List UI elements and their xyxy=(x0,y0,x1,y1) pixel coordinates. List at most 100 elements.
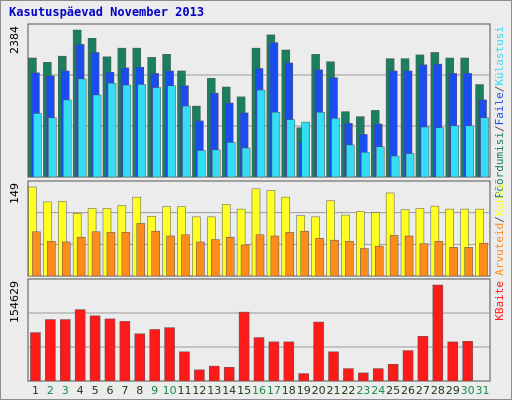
bar-bottom-KBaite-17 xyxy=(268,341,280,382)
x-tick-label-6: 6 xyxy=(106,384,113,397)
bar-middle-Arvuteid-24 xyxy=(374,245,384,277)
bar-top-Külastusi-13 xyxy=(212,149,221,178)
bar-middle-Arvuteid-30 xyxy=(464,247,473,277)
x-tick-label-7: 7 xyxy=(121,384,128,397)
side-legend-item-bottom-0: KBaite xyxy=(493,281,506,321)
x-tick-label-21: 21 xyxy=(327,384,341,397)
side-legend-top: Pöördumisi/Faile/Külastusi xyxy=(493,26,506,198)
bar-top-Külastusi-2 xyxy=(48,117,57,178)
bar-bottom-KBaite-7 xyxy=(119,321,131,382)
bar-middle-Arvuteid-1 xyxy=(32,231,41,277)
bar-bottom-KBaite-3 xyxy=(60,319,71,382)
bar-bottom-KBaite-12 xyxy=(194,369,205,382)
x-tick-label-18: 18 xyxy=(282,384,296,397)
y-max-label-top: 2384 xyxy=(8,26,21,54)
side-legend-item-top-3: / xyxy=(493,86,506,93)
x-tick-label-14: 14 xyxy=(222,384,236,397)
bar-bottom-KBaite-18 xyxy=(283,341,295,382)
side-legend-middle: Arvuteid/Kohti xyxy=(493,183,506,276)
bar-top-Külastusi-22 xyxy=(346,144,355,178)
x-tick-label-17: 17 xyxy=(267,384,281,397)
side-legend-item-top-2: Faile xyxy=(493,92,506,125)
bar-bottom-KBaite-14 xyxy=(223,367,235,382)
bar-bottom-KBaite-13 xyxy=(209,365,220,382)
side-legend-item-top-1: / xyxy=(493,125,506,132)
x-tick-label-3: 3 xyxy=(62,384,69,397)
bar-bottom-KBaite-1 xyxy=(30,332,41,382)
bar-top-Külastusi-6 xyxy=(107,83,117,178)
bar-top-Külastusi-9 xyxy=(152,87,161,178)
bar-bottom-KBaite-11 xyxy=(179,351,190,382)
x-tick-label-26: 26 xyxy=(401,384,415,397)
x-tick-label-15: 15 xyxy=(237,384,251,397)
bar-middle-Arvuteid-10 xyxy=(166,235,175,277)
bar-bottom-KBaite-27 xyxy=(417,336,429,382)
x-tick-label-8: 8 xyxy=(136,384,143,397)
bar-middle-Arvuteid-5 xyxy=(91,231,101,277)
bar-middle-Arvuteid-16 xyxy=(255,234,265,277)
bar-bottom-KBaite-22 xyxy=(343,368,354,382)
bar-top-Külastusi-26 xyxy=(405,153,415,178)
chart-title: Kasutuspäevad November 2013 xyxy=(9,5,204,19)
bar-bottom-KBaite-4 xyxy=(74,309,86,382)
bar-top-Külastusi-1 xyxy=(33,113,42,178)
bar-top-Külastusi-20 xyxy=(316,112,325,178)
bar-middle-Arvuteid-13 xyxy=(211,239,220,277)
x-tick-label-5: 5 xyxy=(92,384,99,397)
bar-top-Külastusi-19 xyxy=(301,121,310,178)
bar-middle-Arvuteid-3 xyxy=(62,241,71,277)
bar-middle-Arvuteid-6 xyxy=(106,232,116,277)
bar-bottom-KBaite-24 xyxy=(372,368,384,382)
bar-top-Külastusi-8 xyxy=(137,84,147,178)
bar-middle-Arvuteid-8 xyxy=(136,223,146,277)
bar-bottom-KBaite-21 xyxy=(328,351,339,382)
x-tick-label-2: 2 xyxy=(47,384,54,397)
bar-middle-Arvuteid-4 xyxy=(76,236,86,277)
bar-bottom-KBaite-28 xyxy=(432,284,444,382)
bar-middle-Arvuteid-12 xyxy=(196,241,205,277)
bar-top-Külastusi-5 xyxy=(92,94,102,178)
bar-bottom-KBaite-30 xyxy=(462,341,473,382)
bar-middle-Arvuteid-31 xyxy=(479,242,488,277)
y-max-label-bottom: 154629 xyxy=(8,281,21,323)
bar-bottom-KBaite-29 xyxy=(447,341,458,382)
bar-middle-Arvuteid-25 xyxy=(389,235,399,277)
bar-top-Külastusi-30 xyxy=(465,125,474,178)
bar-middle-Arvuteid-26 xyxy=(404,235,414,277)
bar-middle-Arvuteid-14 xyxy=(225,236,235,277)
x-tick-label-31: 31 xyxy=(476,384,490,397)
bar-bottom-KBaite-5 xyxy=(89,315,101,382)
bar-middle-Arvuteid-2 xyxy=(47,241,56,277)
bar-top-Külastusi-3 xyxy=(63,99,72,178)
bar-bottom-KBaite-16 xyxy=(253,337,265,382)
x-tick-label-29: 29 xyxy=(446,384,460,397)
x-tick-label-28: 28 xyxy=(431,384,445,397)
bar-top-Külastusi-21 xyxy=(331,118,340,178)
bar-top-Külastusi-14 xyxy=(226,142,236,178)
x-tick-label-9: 9 xyxy=(151,384,158,397)
bar-top-Külastusi-15 xyxy=(241,147,251,178)
bar-bottom-KBaite-25 xyxy=(387,363,399,382)
bar-top-Külastusi-12 xyxy=(197,150,206,178)
bar-top-Külastusi-27 xyxy=(420,126,430,178)
bar-bottom-KBaite-2 xyxy=(45,319,56,382)
bar-middle-Arvuteid-9 xyxy=(151,230,160,277)
bar-middle-Arvuteid-17 xyxy=(270,235,280,277)
bar-top-Külastusi-10 xyxy=(167,85,176,178)
x-tick-label-24: 24 xyxy=(371,384,385,397)
x-tick-label-30: 30 xyxy=(461,384,475,397)
x-tick-label-19: 19 xyxy=(297,384,311,397)
bar-middle-Arvuteid-21 xyxy=(330,239,339,277)
x-tick-label-10: 10 xyxy=(163,384,177,397)
x-tick-label-27: 27 xyxy=(416,384,430,397)
bar-middle-Arvuteid-7 xyxy=(121,232,131,277)
bar-bottom-KBaite-9 xyxy=(149,329,160,382)
side-legend-item-middle-0: Arvuteid xyxy=(493,223,506,276)
x-tick-label-20: 20 xyxy=(312,384,326,397)
bar-bottom-KBaite-20 xyxy=(313,321,324,382)
bar-top-Külastusi-7 xyxy=(122,84,132,178)
bar-middle-Arvuteid-20 xyxy=(315,238,324,277)
x-tick-label-12: 12 xyxy=(192,384,206,397)
x-tick-label-13: 13 xyxy=(207,384,221,397)
side-legend-item-top-0: Pöördumisi xyxy=(493,132,506,198)
